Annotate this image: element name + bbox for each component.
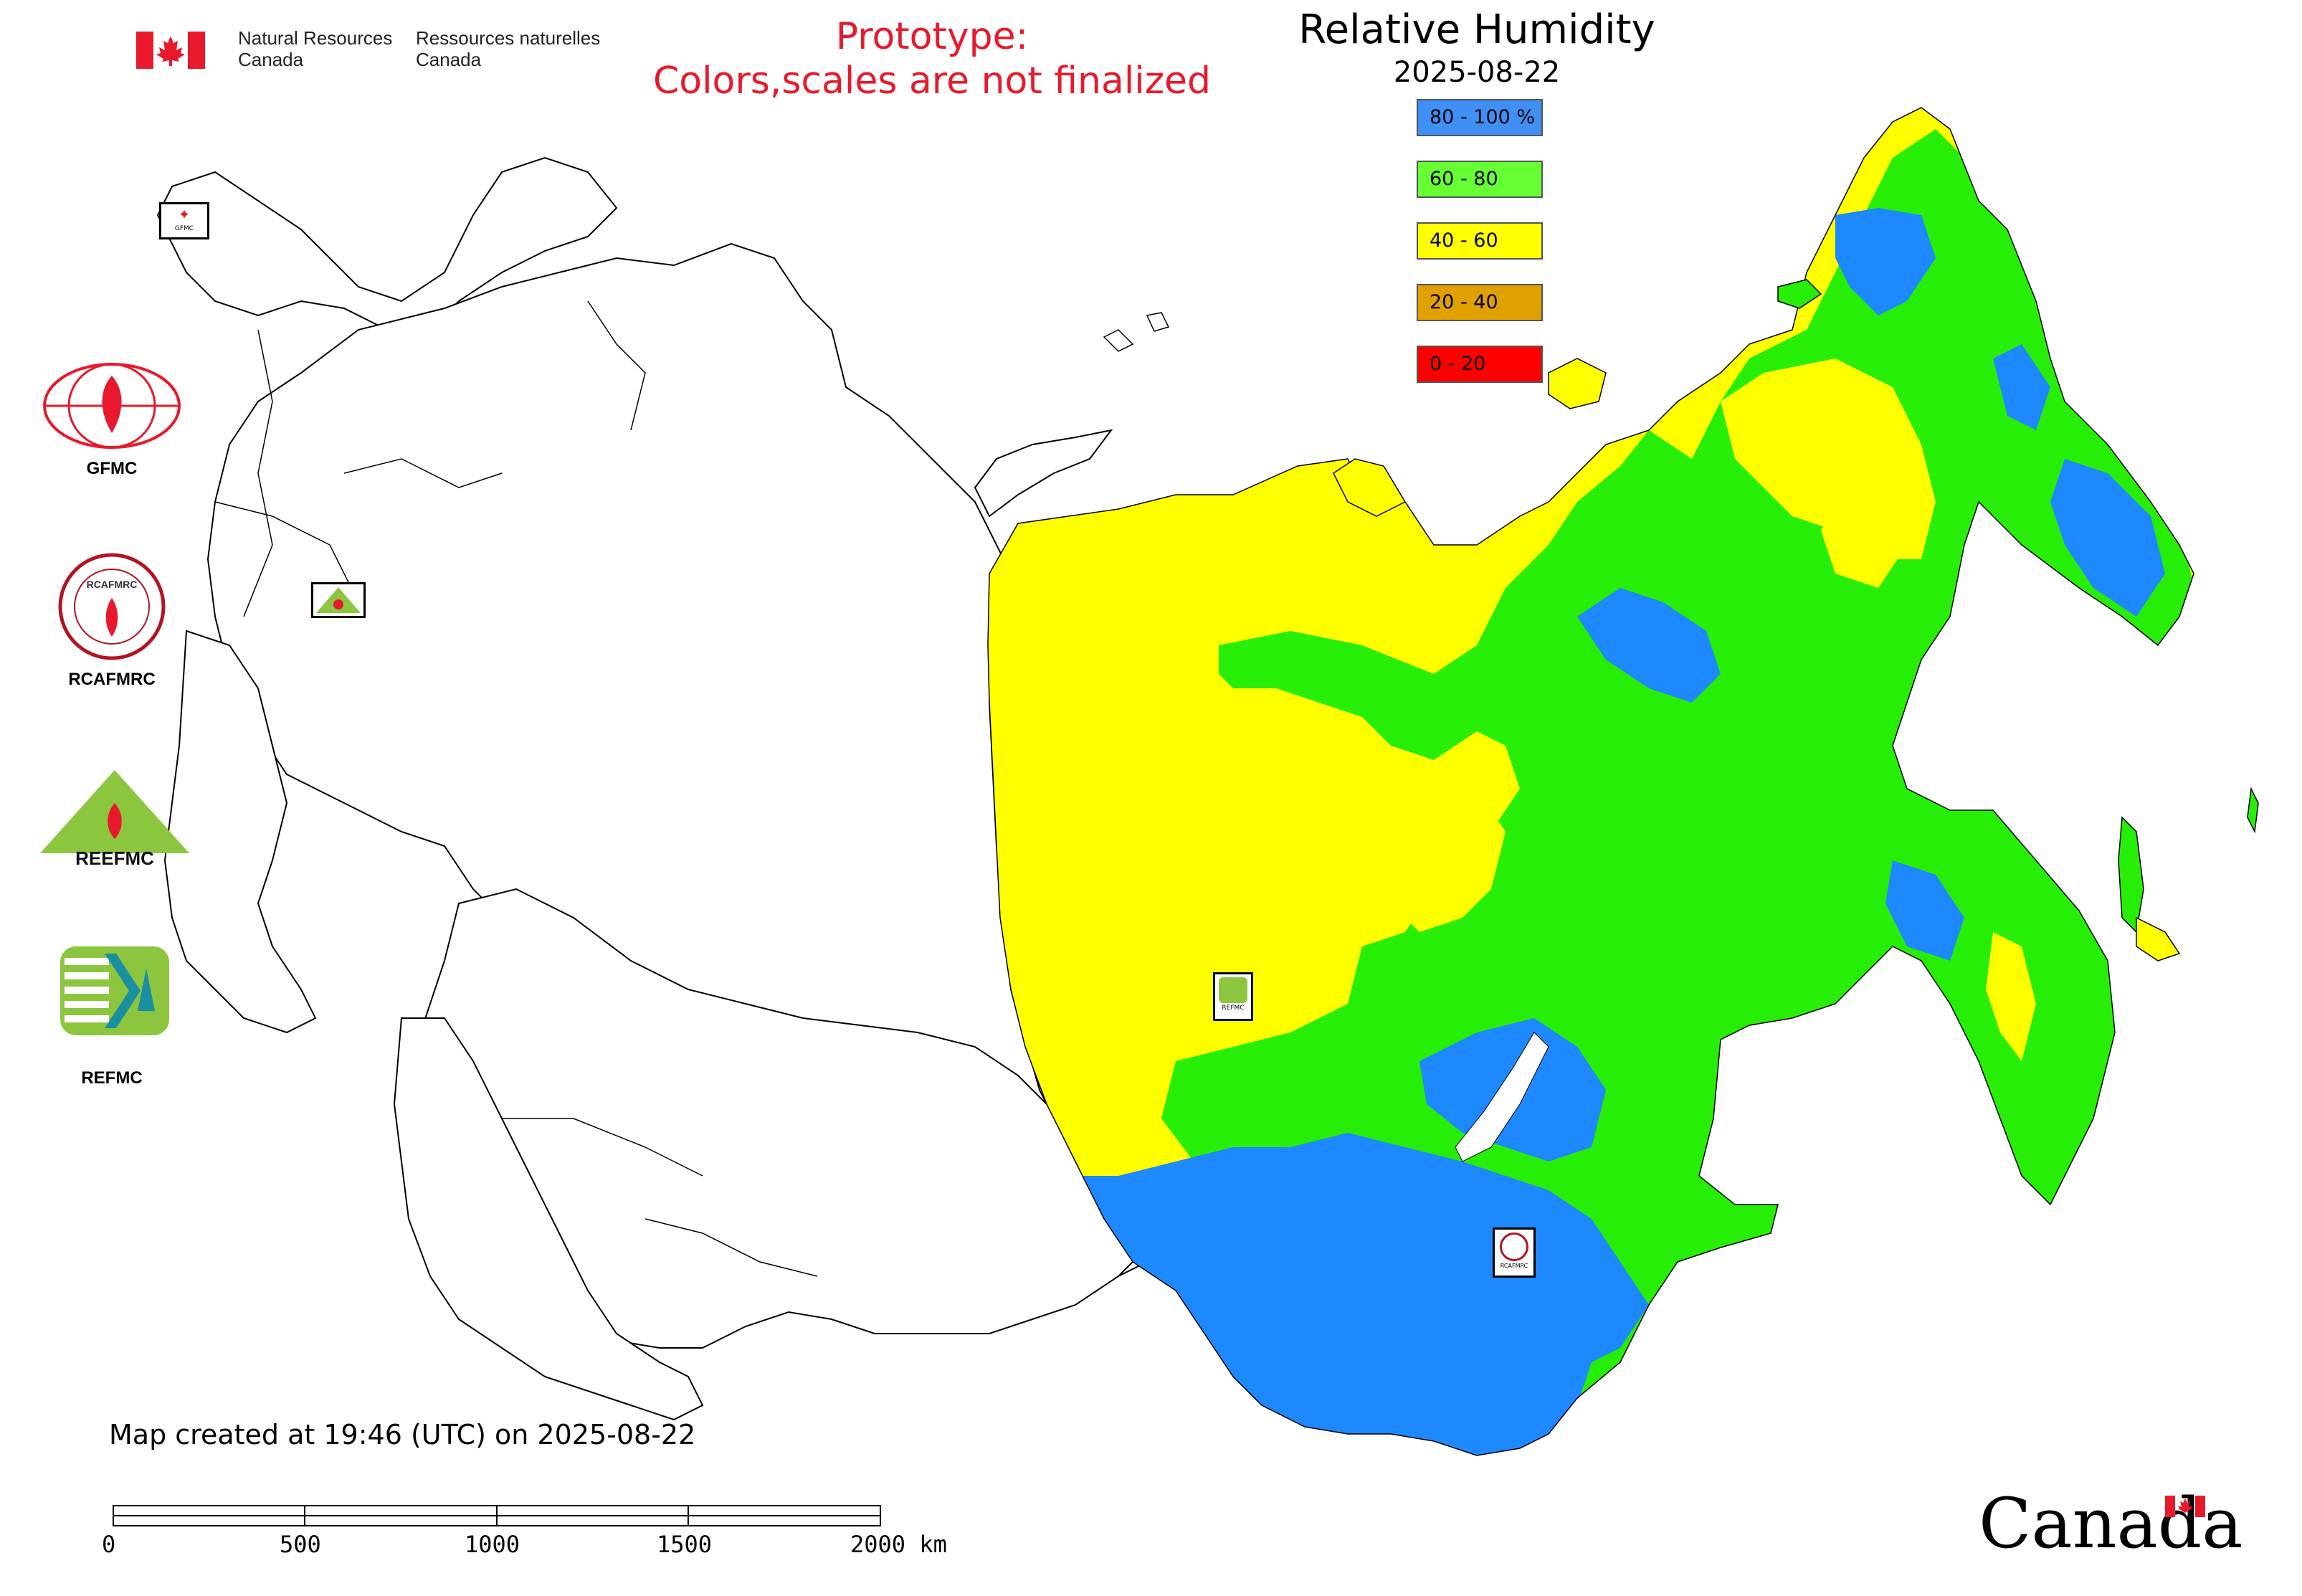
legend-item-80-100: 80 - 100 % <box>1417 99 1543 136</box>
legend-item-20-40: 20 - 40 <box>1417 284 1543 321</box>
rcafmrc-marker-label: RCAFMRC <box>1500 1263 1528 1269</box>
legend-item-60-80: 60 - 80 <box>1417 161 1543 198</box>
legend-item-0-20: 0 - 20 <box>1417 346 1543 383</box>
franz-josef-island <box>1146 312 1170 332</box>
rcafmrc-logo-icon: RCAFMRC <box>58 553 166 660</box>
scandinavia-outline <box>156 156 618 331</box>
severnaya-zemlya-island <box>1333 458 1407 517</box>
gfmc-caption: GFMC <box>86 459 138 478</box>
refmc-marker-label: REFMC <box>1222 1004 1245 1012</box>
franz-josef-island <box>1103 329 1134 352</box>
scale-label-1000: 1000 <box>465 1531 520 1558</box>
legend-label: 80 - 100 % <box>1430 106 1536 128</box>
refmc-logo-icon <box>60 946 169 1035</box>
map-title: Relative Humidity <box>1298 6 1655 53</box>
triangle-icon <box>316 587 361 613</box>
legend-label: 60 - 80 <box>1430 168 1498 190</box>
rcafmrc-ring-text: RCAFMRC <box>87 579 138 590</box>
humidity-40-60-pocket <box>1376 760 1506 932</box>
legend-item-40-60: 40 - 60 <box>1417 222 1543 260</box>
scale-bar <box>113 1505 881 1526</box>
islands <box>1103 279 2259 961</box>
rcafmrc-caption: RCAFMRC <box>68 670 156 689</box>
gfmc-marker-label: GFMC <box>174 225 194 232</box>
new-siberian-island <box>1548 358 1607 409</box>
scale-label-2000: 2000 km <box>850 1531 947 1558</box>
humidity-80-100-east <box>1993 344 2050 430</box>
kamchatka-tip <box>2136 916 2181 961</box>
map-date: 2025-08-22 <box>1393 56 1561 89</box>
gfmc-logo-icon <box>43 363 181 449</box>
map-created-text: Map created at 19:46 (UTC) on 2025-08-22 <box>109 1419 696 1450</box>
refmc-caption: REFMC <box>81 1068 143 1088</box>
refmc-small-icon <box>1219 977 1247 1003</box>
novaya-zemlya-outline <box>974 429 1113 518</box>
gov-name-english-line2: Canada <box>238 49 304 70</box>
lake-baikal <box>1455 1032 1549 1162</box>
prototype-notice: Prototype: Colors,scales are not finaliz… <box>631 14 1233 103</box>
border-line <box>502 1118 703 1177</box>
gov-name-french: Ressources naturelles Canada <box>416 27 600 70</box>
border-line <box>587 300 646 431</box>
humidity-raster <box>988 108 2194 1455</box>
canada-wordmark-flag-icon <box>2165 1496 2205 1517</box>
border-line <box>243 329 273 617</box>
humidity-40-60-pocket <box>1821 473 1907 588</box>
border-line <box>214 501 359 603</box>
legend-label: 0 - 20 <box>1430 353 1486 375</box>
ukraine-region-outline <box>163 630 317 1034</box>
flame-icon: ✦ <box>178 206 191 223</box>
legend-label: 40 - 60 <box>1430 229 1498 252</box>
sakhalin-island <box>2118 816 2144 934</box>
prototype-line2: Colors,scales are not finalized <box>652 60 1212 103</box>
gov-name-english: Natural Resources Canada <box>238 27 392 70</box>
prototype-line1: Prototype: <box>835 15 1029 58</box>
wrangel-island <box>1777 279 1822 309</box>
gov-name-english-line1: Natural Resources <box>238 27 393 49</box>
reefmc-wordmark: REEFMC <box>75 847 154 868</box>
coloured-region-outline <box>987 107 2194 1456</box>
reefmc-logo-icon: REEFMC <box>40 770 189 868</box>
humidity-80-100-east-mid <box>1885 860 1964 961</box>
gov-name-french-line2: Canada <box>416 49 482 70</box>
rcafmrc-small-icon <box>1500 1232 1528 1261</box>
gfmc-map-marker: ✦ GFMC <box>159 202 209 239</box>
humidity-80-100-chukotka <box>1835 208 1936 315</box>
kuril-island <box>2247 787 2259 834</box>
humidity-40-60-pocket <box>1986 932 2036 1061</box>
canada-flag-icon <box>136 32 205 69</box>
scale-label-500: 500 <box>280 1531 321 1558</box>
border-line <box>645 1218 818 1277</box>
humidity-80-100-kamchatka <box>2050 459 2165 617</box>
legend-label: 20 - 40 <box>1430 291 1498 313</box>
scale-label-1500: 1500 <box>657 1531 713 1558</box>
refmc-map-marker: REFMC <box>1213 972 1253 1021</box>
border-line <box>343 458 503 488</box>
rcafmrc-map-marker: RCAFMRC <box>1493 1227 1536 1278</box>
country-outlines <box>156 156 1148 1421</box>
gov-name-french-line1: Ressources naturelles <box>416 27 601 49</box>
reefmc-map-marker <box>311 582 366 618</box>
humidity-80-100-north <box>1577 588 1721 703</box>
central-asia-outline <box>393 1017 704 1421</box>
scale-label-0: 0 <box>102 1531 116 1558</box>
